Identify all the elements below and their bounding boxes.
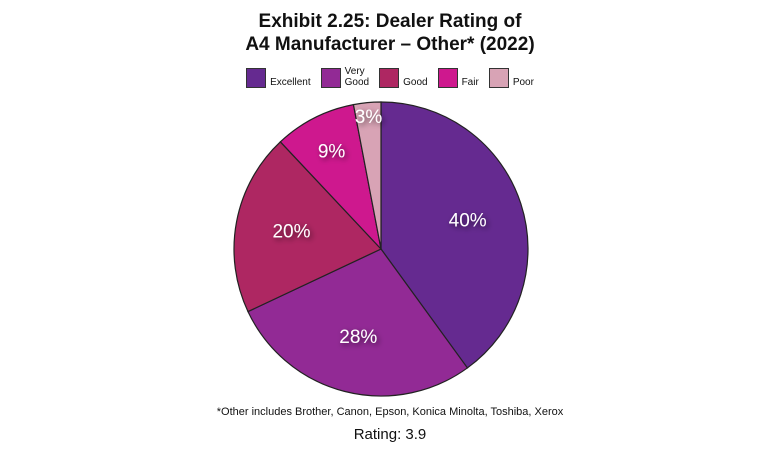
rating-text: Rating: 3.9 [353,426,427,443]
pie-data-label: 9% [318,142,346,163]
chart-legend: Excellent Very Good Good Fair Poor [0,66,780,88]
legend-swatch [246,68,267,88]
legend-label: Excellent [270,77,311,88]
legend-item: Poor [488,68,534,88]
pie-slice [233,140,383,313]
chart-title-line-2: A4 Manufacturer – Other* (2022) [245,34,535,55]
legend-swatch [488,68,509,88]
chart-title-line-1: Exhibit 2.25: Dealer Rating of [258,11,522,32]
pie-slice [352,101,382,250]
legend-label: Poor [512,77,534,88]
legend-item: Very Good [320,66,370,88]
legend-label: Fair [461,77,479,88]
pie-data-label: 40% [449,210,487,231]
pie-data-label: 3% [355,107,383,128]
pie-slice [247,248,469,397]
legend-swatch [437,68,458,88]
pie-slice [380,101,529,369]
legend-swatch [379,68,400,88]
legend-item: Fair [437,68,479,88]
pie-data-label: 20% [272,221,310,242]
pie-slice [279,103,382,251]
legend-label: Very Good [344,66,370,88]
chart-footnote: *Other includes Brother, Canon, Epson, K… [216,406,564,418]
legend-item: Good [379,68,428,88]
legend-label: Good [403,77,428,88]
chart-title: Exhibit 2.25: Dealer Rating of A4 Manufa… [0,10,780,56]
legend-swatch [320,68,341,88]
pie-data-label: 28% [339,327,377,348]
legend-item: Excellent [246,68,311,88]
